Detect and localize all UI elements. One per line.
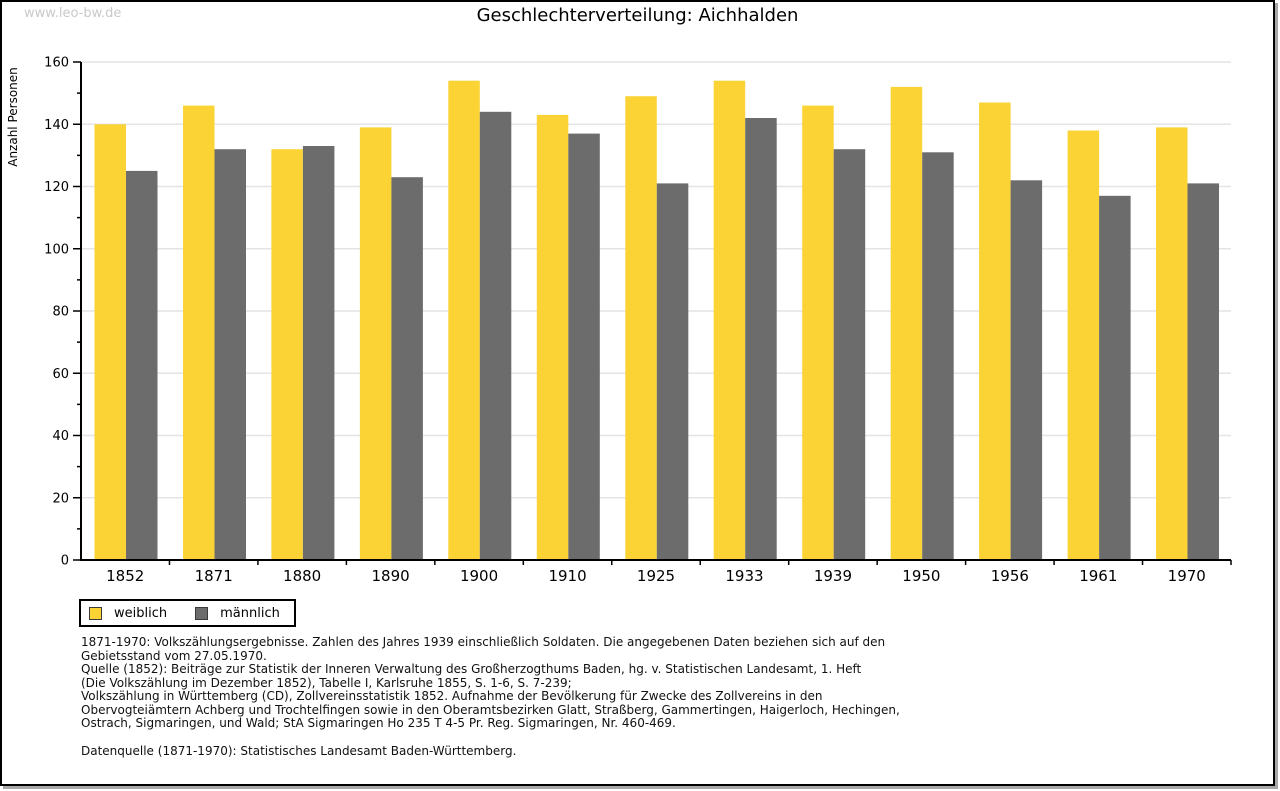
- x-tick-label-1961: 1961: [1079, 567, 1117, 585]
- y-axis-title: Anzahl Personen: [6, 67, 20, 167]
- bar-männlich-1910: [568, 133, 600, 560]
- page-title: Geschlechterverteilung: Aichhalden: [476, 5, 799, 26]
- bar-männlich-1933: [745, 118, 777, 560]
- legend-item-maennlich: männlich: [195, 605, 280, 621]
- bar-weiblich-1910: [536, 114, 569, 561]
- y-tick-label: 120: [44, 180, 69, 195]
- watermark: www.leo-bw.de: [24, 6, 122, 21]
- x-tick-label-1970: 1970: [1168, 567, 1206, 585]
- footnote-line: Ostrach, Sigmaringen, und Wald; StA Sigm…: [81, 716, 676, 730]
- x-tick-label-1900: 1900: [460, 567, 498, 585]
- bar-chart: 0 20 40 60 80 100 120 140 160 1852 1871 1880 1890 190…: [6, 56, 1232, 585]
- bar-weiblich-1956: [979, 102, 1011, 560]
- bar-männlich-1880: [302, 146, 335, 560]
- bar-männlich-1970: [1187, 183, 1219, 560]
- footnote-line: Volkszählung in Württemberg (CD), Zollve…: [81, 689, 823, 703]
- bar-weiblich-1852: [94, 124, 126, 561]
- x-tick-label-1950: 1950: [902, 567, 940, 585]
- x-tick-label-1890: 1890: [372, 567, 410, 585]
- legend-label-weiblich: weiblich: [114, 605, 168, 621]
- footnote-line: 1871-1970: Volkszählungsergebnisse. Zahl…: [81, 635, 886, 649]
- bar-männlich-1939: [833, 149, 866, 560]
- y-tick-label: 140: [44, 118, 69, 133]
- x-tick-label-1956: 1956: [991, 567, 1029, 585]
- footnote-line: Gebietsstand vom 27.05.1970.: [81, 648, 267, 663]
- y-tick-label: 60: [52, 367, 69, 382]
- bar-männlich-1900: [479, 111, 512, 561]
- x-tick-label-1933: 1933: [725, 567, 763, 585]
- legend: weiblich männlich: [79, 599, 296, 627]
- bar-männlich-1852: [126, 170, 158, 560]
- bar-weiblich-1890: [359, 127, 392, 561]
- source-footnotes: 1871-1970: Volkszählungsergebnisse. Zahl…: [81, 635, 1201, 731]
- y-tick-label: 40: [52, 429, 69, 444]
- bar-weiblich-1871: [183, 105, 215, 560]
- legend-label-maennlich: männlich: [220, 605, 280, 621]
- bar-weiblich-1939: [802, 105, 834, 560]
- footnote-line: Obervogteiämtern Achberg und Trochtelfin…: [81, 702, 900, 717]
- datasource-note: Datenquelle (1871-1970): Statistisches L…: [81, 744, 517, 758]
- footnote-line: (Die Volkszählung im Dezember 1852), Tab…: [81, 675, 572, 690]
- x-tick-label-1925: 1925: [637, 567, 675, 585]
- weiblich-swatch-icon: [89, 606, 102, 620]
- footnote-line: Quelle (1852): Beiträge zur Statistik de…: [81, 662, 862, 676]
- bar-männlich-1961: [1099, 195, 1131, 561]
- x-tick-label-1852: 1852: [106, 567, 144, 585]
- bar-männlich-1871: [214, 149, 246, 560]
- bar-männlich-1925: [656, 183, 689, 560]
- bar-weiblich-1900: [448, 80, 480, 560]
- x-tick-label-1910: 1910: [548, 567, 586, 585]
- bar-weiblich-1880: [271, 149, 303, 560]
- y-tick-label: 80: [52, 305, 69, 320]
- bar-männlich-1950: [922, 152, 954, 561]
- bar-männlich-1956: [1010, 180, 1043, 561]
- bar-männlich-1890: [391, 177, 423, 560]
- y-tick-label: 0: [61, 554, 69, 569]
- legend-item-weiblich: weiblich: [89, 605, 168, 621]
- x-tick-label-1939: 1939: [814, 567, 852, 585]
- x-tick-label-1880: 1880: [283, 567, 321, 585]
- bar-weiblich-1950: [890, 86, 923, 561]
- bar-weiblich-1933: [713, 80, 746, 560]
- y-tick-label: 20: [52, 491, 69, 506]
- bar-weiblich-1925: [625, 96, 657, 560]
- maennlich-swatch-icon: [195, 606, 209, 620]
- bar-weiblich-1961: [1067, 130, 1100, 560]
- x-tick-label-1871: 1871: [195, 567, 233, 585]
- y-tick-label: 100: [44, 242, 69, 257]
- bar-weiblich-1970: [1156, 127, 1188, 561]
- y-tick-label: 160: [44, 56, 69, 71]
